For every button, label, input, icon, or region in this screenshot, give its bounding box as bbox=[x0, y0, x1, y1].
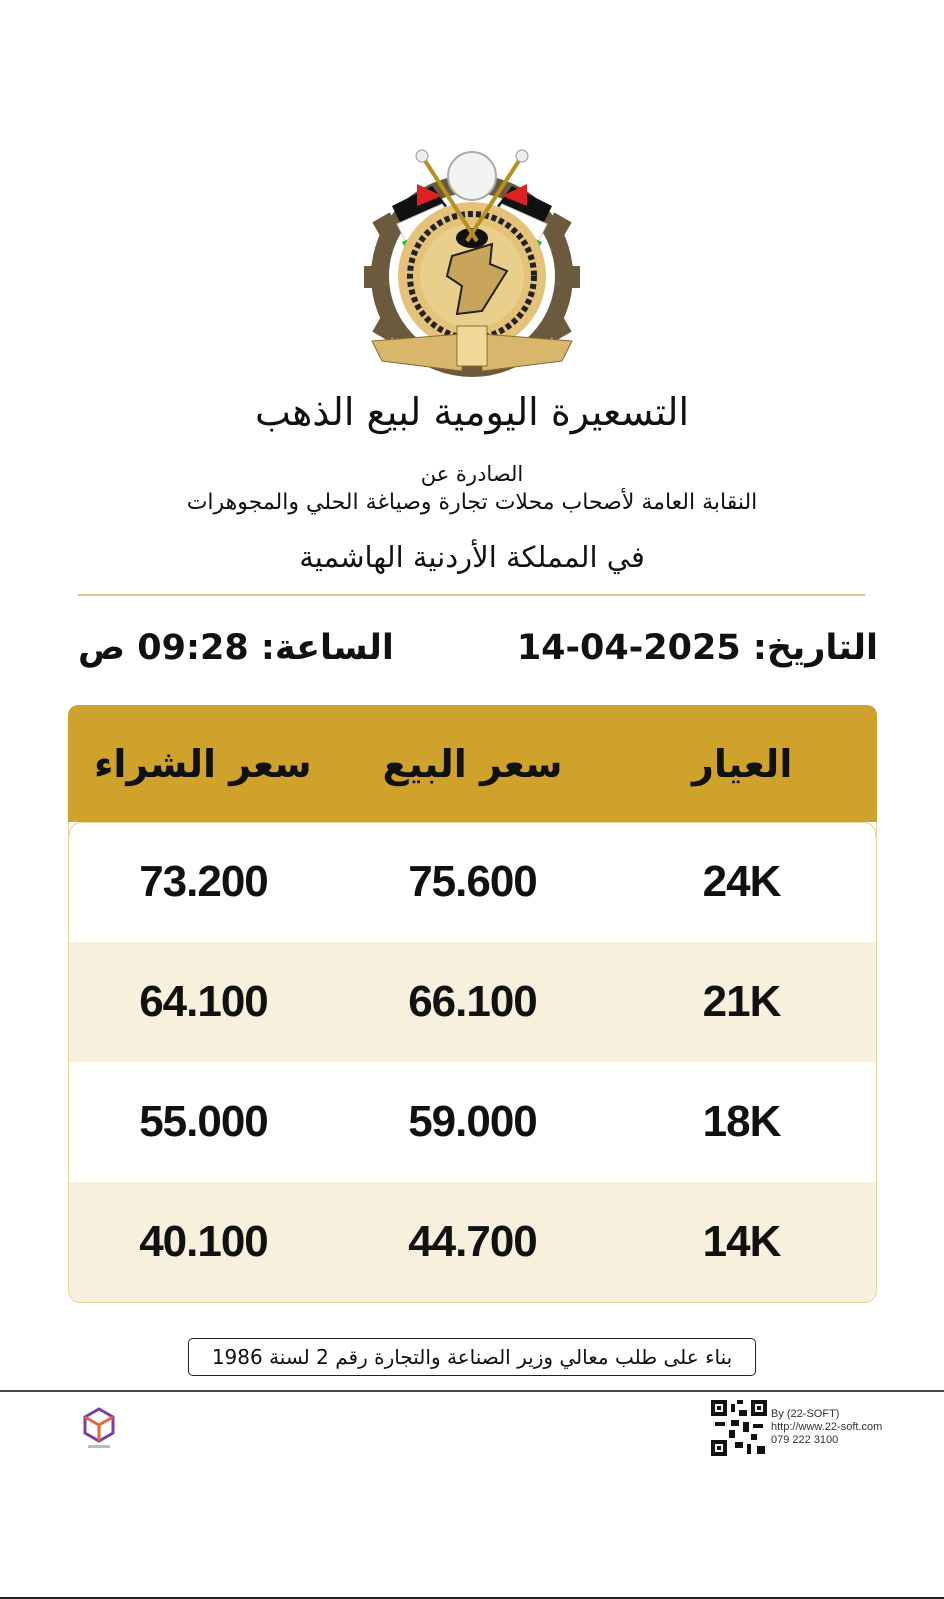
qr-code-icon[interactable] bbox=[711, 1400, 767, 1456]
date-label: التاريخ: bbox=[752, 628, 878, 668]
buy-price-cell: 55.000 bbox=[139, 1097, 269, 1146]
time-display: الساعة: 09:28 ص bbox=[78, 628, 394, 668]
legal-note: بناء على طلب معالي وزير الصناعة والتجارة… bbox=[188, 1338, 756, 1376]
table-row: 18K 59.000 55.000 bbox=[69, 1062, 876, 1182]
table-header: العيار سعر البيع سعر الشراء bbox=[68, 705, 877, 822]
credits-url[interactable]: http://www.22-soft.com bbox=[771, 1421, 883, 1433]
union-name: النقابة العامة لأصحاب محلات تجارة وصياغة… bbox=[186, 490, 758, 515]
sell-price-cell: 44.700 bbox=[408, 1217, 538, 1266]
karat-cell: 21K bbox=[702, 977, 782, 1026]
sell-price-cell: 75.600 bbox=[408, 857, 538, 906]
credits: By (22-SOFT) http://www.22-soft.com 079 … bbox=[771, 1408, 882, 1447]
karat-cell: 24K bbox=[702, 857, 782, 906]
karat-cell: 18K bbox=[702, 1097, 782, 1146]
gold-price-table: العيار سعر البيع سعر الشراء 24K 75.600 7… bbox=[68, 705, 877, 1305]
22-soft-logo-icon bbox=[83, 1407, 115, 1448]
buy-price-cell: 73.200 bbox=[139, 857, 269, 906]
sell-price-cell: 66.100 bbox=[408, 977, 538, 1026]
issued-by-label: الصادرة عن bbox=[420, 462, 524, 486]
column-header-karat: العيار bbox=[691, 741, 793, 786]
credits-by: By (22-SOFT) bbox=[771, 1408, 840, 1420]
union-emblem-logo bbox=[364, 149, 580, 377]
column-header-buy-price: سعر الشراء bbox=[93, 741, 312, 786]
sell-price-cell: 59.000 bbox=[408, 1097, 538, 1146]
time-label: الساعة: bbox=[260, 628, 394, 668]
date-display: التاريخ: 14-04-2025 bbox=[517, 628, 878, 668]
table-row: 24K 75.600 73.200 bbox=[69, 822, 876, 942]
buy-price-cell: 40.100 bbox=[139, 1217, 269, 1266]
footer-divider bbox=[0, 1390, 944, 1392]
gem-icon bbox=[447, 151, 497, 201]
date-value: 14-04-2025 bbox=[516, 628, 741, 668]
credits-phone: 079 222 3100 bbox=[771, 1434, 839, 1446]
bottom-divider bbox=[0, 1597, 944, 1599]
table-row: 21K 66.100 64.100 bbox=[69, 942, 876, 1062]
country-label: في المملكة الأردنية الهاشمية bbox=[299, 540, 645, 574]
divider bbox=[78, 594, 865, 596]
time-value: 09:28 ص bbox=[78, 628, 249, 668]
column-header-sell-price: سعر البيع bbox=[382, 741, 563, 786]
karat-cell: 14K bbox=[702, 1217, 782, 1266]
table-body: 24K 75.600 73.200 21K 66.100 64.100 18K … bbox=[68, 822, 877, 1303]
table-row: 14K 44.700 40.100 bbox=[69, 1182, 876, 1302]
buy-price-cell: 64.100 bbox=[139, 977, 269, 1026]
page-title: التسعيرة اليومية لبيع الذهب bbox=[254, 390, 689, 434]
